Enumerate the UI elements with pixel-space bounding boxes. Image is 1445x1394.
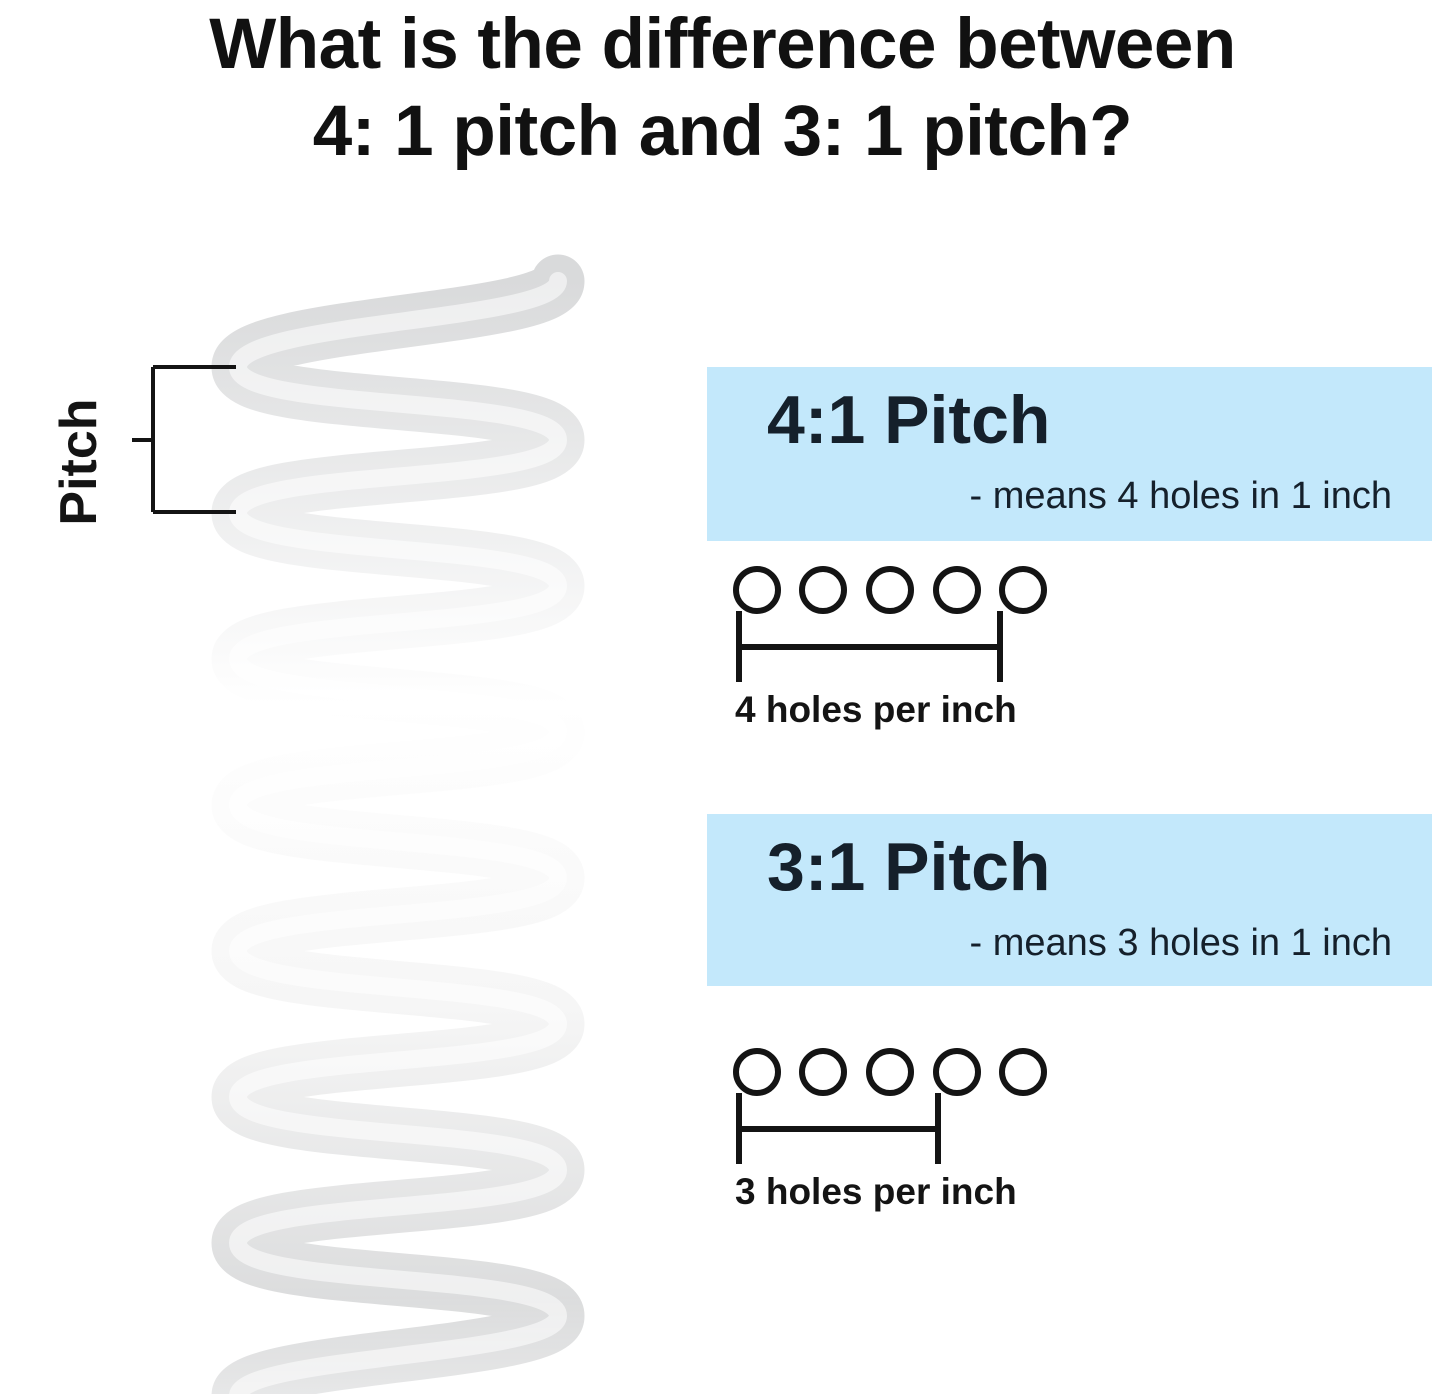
svg-text:4 holes per inch: 4 holes per inch [735, 689, 1017, 730]
svg-text:Pitch: Pitch [50, 398, 108, 525]
svg-text:3 holes per inch: 3 holes per inch [735, 1171, 1017, 1212]
